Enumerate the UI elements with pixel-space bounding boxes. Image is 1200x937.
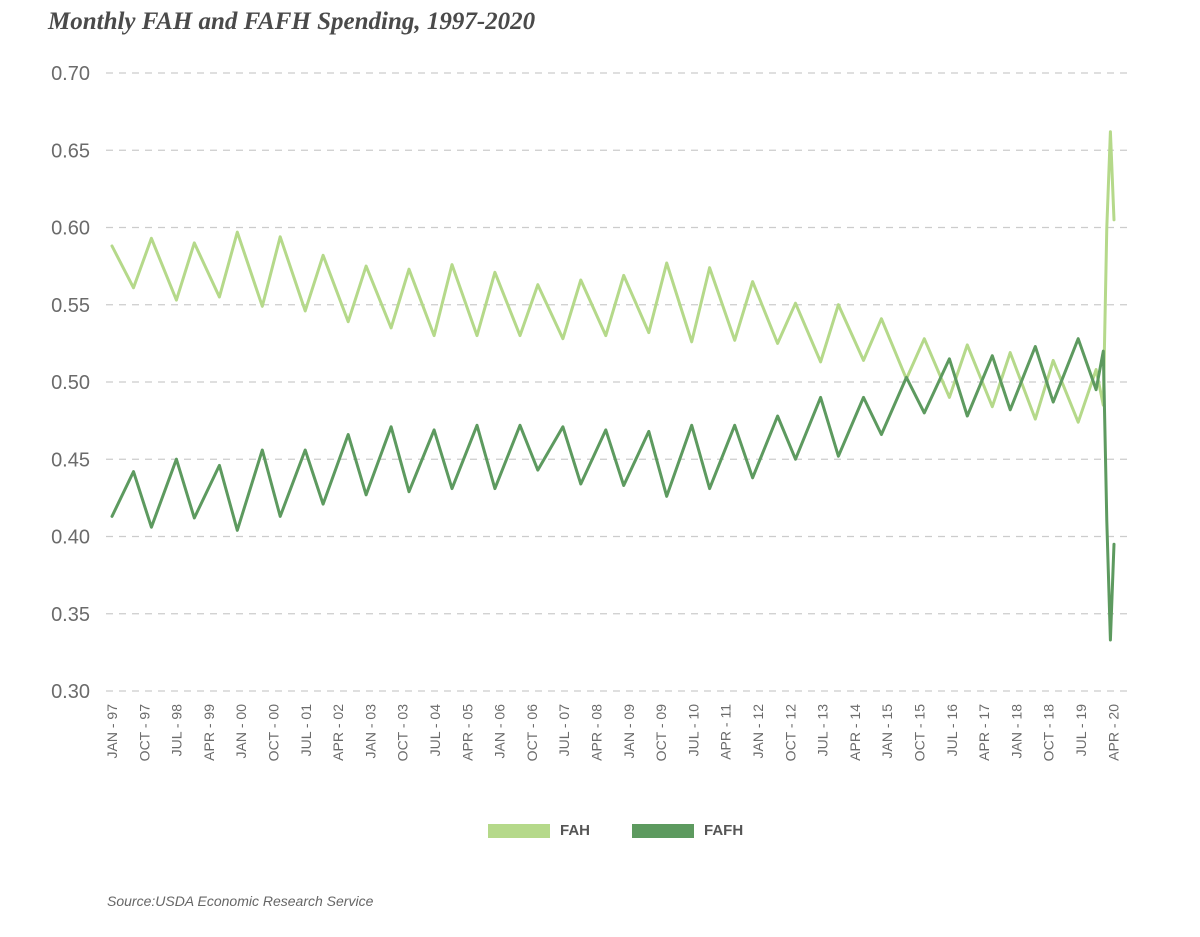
y-tick-label: 0.45 xyxy=(51,449,90,471)
x-tick-label: JUL - 13 xyxy=(815,704,831,757)
legend-label-fah: FAH xyxy=(560,822,590,839)
series-line-fah xyxy=(110,130,1116,424)
x-tick-label: APR - 17 xyxy=(976,704,992,761)
series-line-fafh xyxy=(110,337,1116,642)
x-tick-label: APR - 20 xyxy=(1105,704,1121,761)
x-tick-label: JAN - 06 xyxy=(492,704,508,759)
legend-item-fafh: FAFH xyxy=(632,822,743,839)
chart-title: Monthly FAH and FAFH Spending, 1997-2020 xyxy=(48,8,536,35)
x-tick-label: OCT - 15 xyxy=(912,704,928,762)
x-tick-label: APR - 14 xyxy=(847,704,863,761)
x-tick-label: JUL - 16 xyxy=(944,704,960,757)
x-tick-label: OCT - 18 xyxy=(1041,704,1057,762)
x-tick-label: APR - 08 xyxy=(589,704,605,761)
x-tick-label: JUL - 04 xyxy=(427,704,443,757)
x-tick-label: JUL - 07 xyxy=(556,704,572,757)
x-tick-label: OCT - 06 xyxy=(524,704,540,762)
x-tick-label: JAN - 09 xyxy=(621,704,637,759)
y-tick-label: 0.70 xyxy=(51,63,90,85)
x-tick-label: JAN - 15 xyxy=(879,704,895,759)
source-note: Source:USDA Economic Research Service xyxy=(107,893,374,909)
series-lines xyxy=(110,130,1116,642)
legend: FAH FAFH xyxy=(0,822,1200,852)
x-tick-label: APR - 02 xyxy=(330,704,346,761)
x-tick-label: OCT - 09 xyxy=(653,704,669,762)
x-tick-label: OCT - 00 xyxy=(266,704,282,762)
x-tick-label: APR - 99 xyxy=(201,704,217,761)
x-tick-label: APR - 11 xyxy=(718,704,734,760)
x-tick-label: JAN - 97 xyxy=(104,704,120,759)
y-tick-label: 0.50 xyxy=(51,372,90,394)
y-tick-label: 0.35 xyxy=(51,604,90,626)
x-tick-label: JAN - 12 xyxy=(750,704,766,759)
x-tick-label: OCT - 97 xyxy=(136,704,152,762)
x-tick-label: APR - 05 xyxy=(459,704,475,761)
x-tick-label: OCT - 03 xyxy=(395,704,411,762)
x-tick-label: JAN - 03 xyxy=(362,704,378,759)
y-tick-label: 0.65 xyxy=(51,140,90,162)
legend-item-fah: FAH xyxy=(488,822,590,839)
y-tick-label: 0.40 xyxy=(51,527,90,549)
line-chart: 0.30 0.35 0.40 0.45 0.50 0.55 0.60 0.65 0.70 JAN… xyxy=(51,63,1130,762)
legend-label-fafh: FAFH xyxy=(704,822,744,839)
legend-swatch-fafh xyxy=(632,823,694,838)
x-tick-label: JUL - 10 xyxy=(685,704,701,757)
y-axis-labels: 0.30 0.35 0.40 0.45 0.50 0.55 0.60 0.65 0.70 xyxy=(51,63,90,703)
y-tick-label: 0.30 xyxy=(51,681,90,703)
y-tick-label: 0.55 xyxy=(51,295,90,317)
x-axis-labels: JAN - 97 OCT - 97 JUL - 98 APR - 99 JAN - 00… xyxy=(104,704,1121,762)
x-tick-label: JAN - 18 xyxy=(1008,704,1024,759)
gridlines xyxy=(106,72,1130,692)
x-tick-label: JUL - 01 xyxy=(298,704,314,757)
x-tick-label: JUL - 98 xyxy=(169,704,185,757)
x-tick-label: JUL - 19 xyxy=(1073,704,1089,757)
legend-swatch-fah xyxy=(488,823,550,838)
x-tick-label: OCT - 12 xyxy=(782,704,798,762)
y-tick-label: 0.60 xyxy=(51,218,90,240)
x-tick-label: JAN - 00 xyxy=(233,704,249,759)
